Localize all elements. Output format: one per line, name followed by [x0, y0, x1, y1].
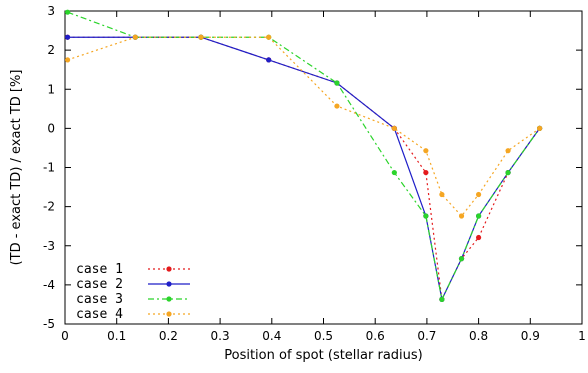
plot-frame	[64, 10, 583, 325]
legend-marker	[166, 296, 172, 302]
data-point	[334, 103, 340, 109]
y-tick-label: 3	[47, 4, 55, 18]
legend-entry: case 3	[76, 292, 190, 307]
x-tick-label: 0.6	[366, 329, 385, 343]
data-point	[334, 80, 340, 86]
y-tick-label: -3	[43, 239, 55, 253]
data-point	[458, 256, 465, 262]
data-point	[423, 148, 429, 154]
series-1	[64, 34, 543, 302]
x-tick-label: 0.3	[211, 329, 230, 343]
data-point	[266, 57, 272, 63]
y-tick-label: -4	[43, 278, 55, 292]
x-tick-label: 0.1	[107, 329, 126, 343]
x-tick-label: 0.8	[469, 329, 488, 343]
data-point	[391, 125, 397, 131]
x-tick-label: 0	[61, 329, 69, 343]
legend-entry: case 4	[76, 307, 190, 322]
data-point	[64, 57, 71, 63]
x-tick-label: 0.4	[262, 329, 281, 343]
data-point	[476, 191, 482, 198]
x-tick-label: 1	[578, 329, 586, 343]
legend-entry: case 2	[76, 277, 190, 292]
y-tick-label: 2	[47, 43, 55, 57]
data-point	[391, 169, 397, 176]
x-tick-label: 0.5	[314, 329, 333, 343]
series-2	[64, 34, 543, 302]
data-point	[476, 213, 482, 219]
data-point	[505, 169, 511, 176]
series-3	[64, 9, 543, 302]
data-point	[423, 213, 429, 219]
data-point	[458, 213, 465, 219]
legend-marker	[166, 311, 172, 317]
series-line	[67, 36, 540, 217]
y-tick-label: -5	[43, 317, 55, 331]
legend-marker	[166, 281, 172, 287]
series-line	[67, 36, 541, 302]
x-tick-label: 0.9	[521, 329, 540, 343]
data-point	[423, 169, 429, 176]
data-point	[476, 234, 482, 241]
data-point	[439, 191, 445, 198]
x-axis-label: Position of spot (stellar radius)	[224, 348, 423, 363]
data-point	[64, 34, 71, 40]
data-point	[505, 148, 511, 154]
y-tick-label: -2	[43, 200, 55, 214]
ticks: 0 0.1 0.2 0.3 0.4 0.5 0.6 0.7 0.8 0.9 1 -5 -4 -3 -2 -1 0…	[43, 4, 586, 343]
legend-label: case 1	[76, 262, 123, 277]
series-layer	[64, 9, 543, 302]
data-point	[132, 34, 138, 40]
legend-entry: case 1	[76, 262, 190, 277]
series-line	[67, 36, 541, 302]
y-tick-label: 0	[47, 121, 55, 135]
series-line	[67, 11, 541, 302]
legend-marker	[166, 266, 172, 272]
data-point	[266, 34, 272, 40]
data-point	[439, 296, 445, 302]
legend-label: case 3	[76, 292, 123, 307]
y-tick-label: -1	[43, 161, 55, 175]
x-tick-label: 0.2	[159, 329, 178, 343]
y-axis-label: (TD - exact TD) / exact TD [%]	[9, 70, 24, 266]
y-tick-label: 1	[47, 82, 55, 96]
data-point	[198, 34, 204, 40]
data-point	[537, 125, 543, 131]
series-4	[64, 34, 543, 219]
x-tick-label: 0.7	[417, 329, 436, 343]
legend-label: case 2	[76, 277, 123, 292]
data-point	[64, 9, 71, 15]
legend-label: case 4	[76, 307, 123, 322]
